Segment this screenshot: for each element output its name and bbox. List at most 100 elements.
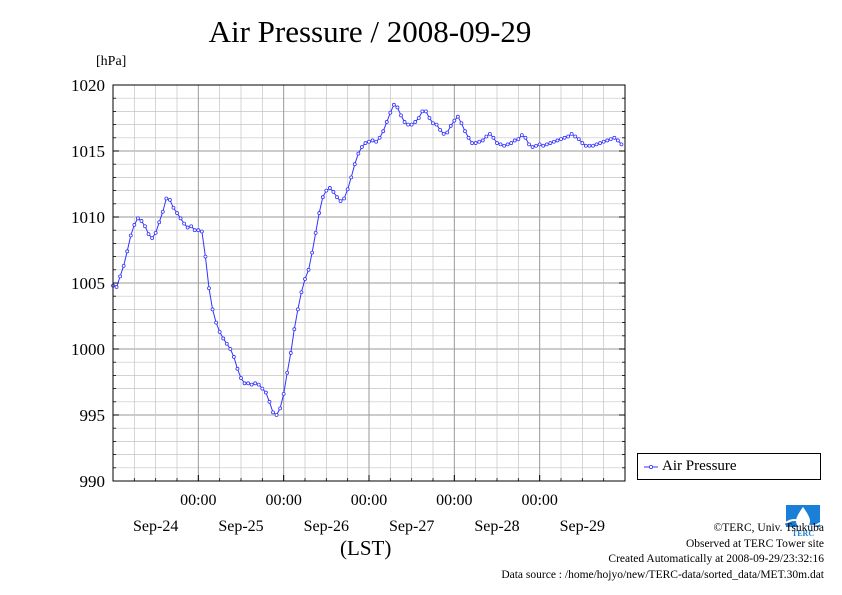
- data-point: [452, 118, 457, 123]
- data-point: [150, 236, 155, 241]
- data-point: [370, 138, 375, 143]
- data-point: [349, 175, 354, 180]
- data-point: [303, 277, 307, 281]
- x-day-label: Sep-25: [218, 518, 263, 535]
- copyright-text: ©TERC, Univ. Tsukuba: [713, 522, 824, 534]
- data-source-text: Data source : /home/hojyo/new/TERC-data/…: [501, 568, 824, 581]
- x-day-label: Sep-29: [560, 518, 605, 535]
- y-tick-label: 990: [80, 472, 106, 491]
- data-point: [281, 391, 286, 396]
- data-point: [413, 120, 418, 124]
- data-point: [559, 137, 563, 142]
- data-point: [320, 195, 325, 200]
- data-point: [310, 250, 315, 255]
- data-point: [473, 141, 478, 145]
- data-point: [153, 230, 158, 235]
- x-tick-label: 00:00: [265, 492, 301, 509]
- data-point: [342, 196, 347, 201]
- x-day-label: Sep-28: [474, 518, 519, 535]
- data-point: [466, 135, 471, 140]
- data-point: [135, 216, 140, 221]
- data-point: [271, 410, 275, 415]
- data-point: [363, 141, 368, 145]
- x-tick-label: 00:00: [521, 492, 557, 509]
- data-point: [384, 120, 389, 124]
- data-point: [331, 190, 336, 194]
- data-point: [292, 327, 297, 332]
- data-point: [608, 137, 613, 142]
- data-point: [196, 228, 201, 233]
- data-point: [587, 143, 592, 148]
- data-point: [459, 121, 464, 126]
- data-point: [569, 131, 574, 136]
- data-point: [487, 131, 492, 136]
- data-point: [157, 220, 162, 225]
- data-point: [203, 254, 208, 259]
- data-point: [345, 187, 350, 192]
- data-point: [406, 122, 411, 127]
- data-point: [516, 137, 521, 142]
- data-point: [619, 142, 624, 147]
- data-point: [551, 139, 556, 144]
- data-point: [505, 142, 510, 147]
- data-point: [295, 307, 300, 312]
- data-point: [367, 139, 371, 144]
- x-day-label: Sep-27: [389, 518, 434, 535]
- data-point: [591, 143, 595, 148]
- data-point: [317, 211, 322, 215]
- y-tick-label: 1020: [71, 76, 105, 95]
- data-point: [391, 102, 396, 107]
- data-point: [388, 110, 393, 115]
- data-point: [263, 390, 268, 395]
- data-point: [224, 341, 229, 346]
- data-point: [448, 124, 453, 128]
- x-axis-label: (LST): [340, 536, 392, 560]
- plot-area-frame: [112, 84, 626, 482]
- y-tick-label: 995: [80, 406, 106, 425]
- data-point: [143, 224, 147, 229]
- data-point: [605, 138, 610, 143]
- data-point: [445, 130, 450, 135]
- data-point: [249, 382, 254, 387]
- x-day-label: Sep-24: [133, 518, 178, 535]
- data-point: [125, 249, 130, 254]
- data-point: [562, 135, 567, 140]
- data-point: [327, 186, 332, 190]
- x-tick-label: 00:00: [436, 492, 472, 509]
- data-point: [502, 143, 507, 148]
- data-point: [431, 121, 435, 126]
- observed-text: Observed at TERC Tower site: [685, 537, 824, 550]
- legend-entry-air-pressure: Air Pressure: [662, 458, 737, 474]
- data-point: [274, 413, 279, 417]
- data-point: [207, 286, 211, 291]
- data-point: [527, 142, 531, 147]
- data-point: [359, 145, 364, 149]
- data-point: [484, 134, 489, 139]
- data-point: [171, 205, 176, 210]
- data-point: [548, 141, 553, 145]
- data-point: [185, 225, 190, 230]
- data-point: [182, 221, 187, 226]
- y-axis-ticks: 990 995 1000 1005 1010 1015 1020: [71, 76, 625, 491]
- data-point: [278, 406, 283, 411]
- data-point: [256, 382, 261, 387]
- data-point: [377, 135, 382, 140]
- data-point: [267, 399, 272, 404]
- data-point: [299, 290, 304, 295]
- svg-text:TERC: TERC: [792, 529, 814, 538]
- data-point: [121, 263, 126, 268]
- data-point: [495, 141, 499, 145]
- data-point: [335, 195, 339, 200]
- data-point: [523, 135, 528, 140]
- data-point: [612, 135, 617, 140]
- data-point: [214, 320, 219, 325]
- legend: Air Pressure: [637, 453, 821, 480]
- data-point: [541, 143, 546, 148]
- data-point: [114, 285, 119, 289]
- data-point: [285, 370, 290, 375]
- data-point: [583, 143, 588, 148]
- data-point: [324, 188, 329, 193]
- data-point: [544, 142, 549, 147]
- data-point: [416, 116, 421, 120]
